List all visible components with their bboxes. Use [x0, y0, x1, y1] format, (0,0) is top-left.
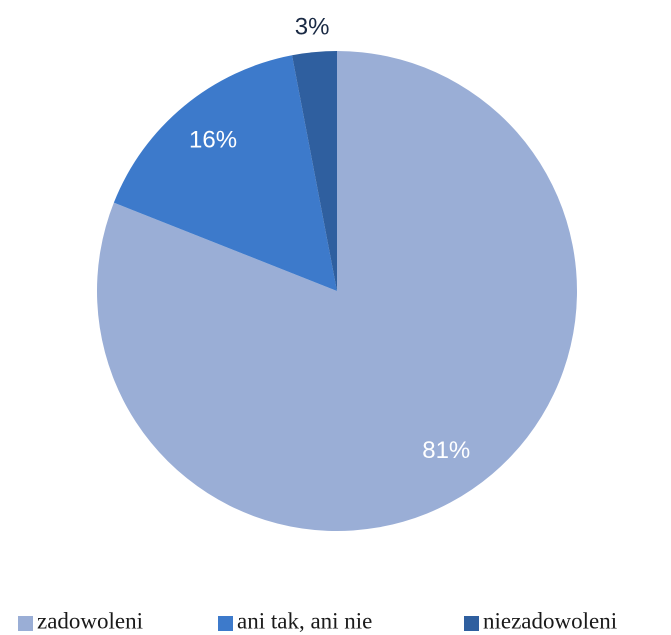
pie-slice: [292, 51, 337, 291]
legend-swatch: [218, 616, 233, 631]
data-label: 16%: [189, 127, 237, 154]
legend-label: niezadowoleni: [483, 608, 617, 633]
legend-swatch: [18, 616, 33, 631]
legend-label: ani tak, ani nie: [237, 608, 372, 633]
legend-swatch: [464, 616, 479, 631]
pie-slice: [113, 55, 338, 291]
data-label: 81%: [422, 437, 470, 464]
data-label: 3%: [295, 14, 330, 41]
legend-label: zadowoleni: [37, 608, 143, 633]
pie-slice: [97, 51, 578, 531]
